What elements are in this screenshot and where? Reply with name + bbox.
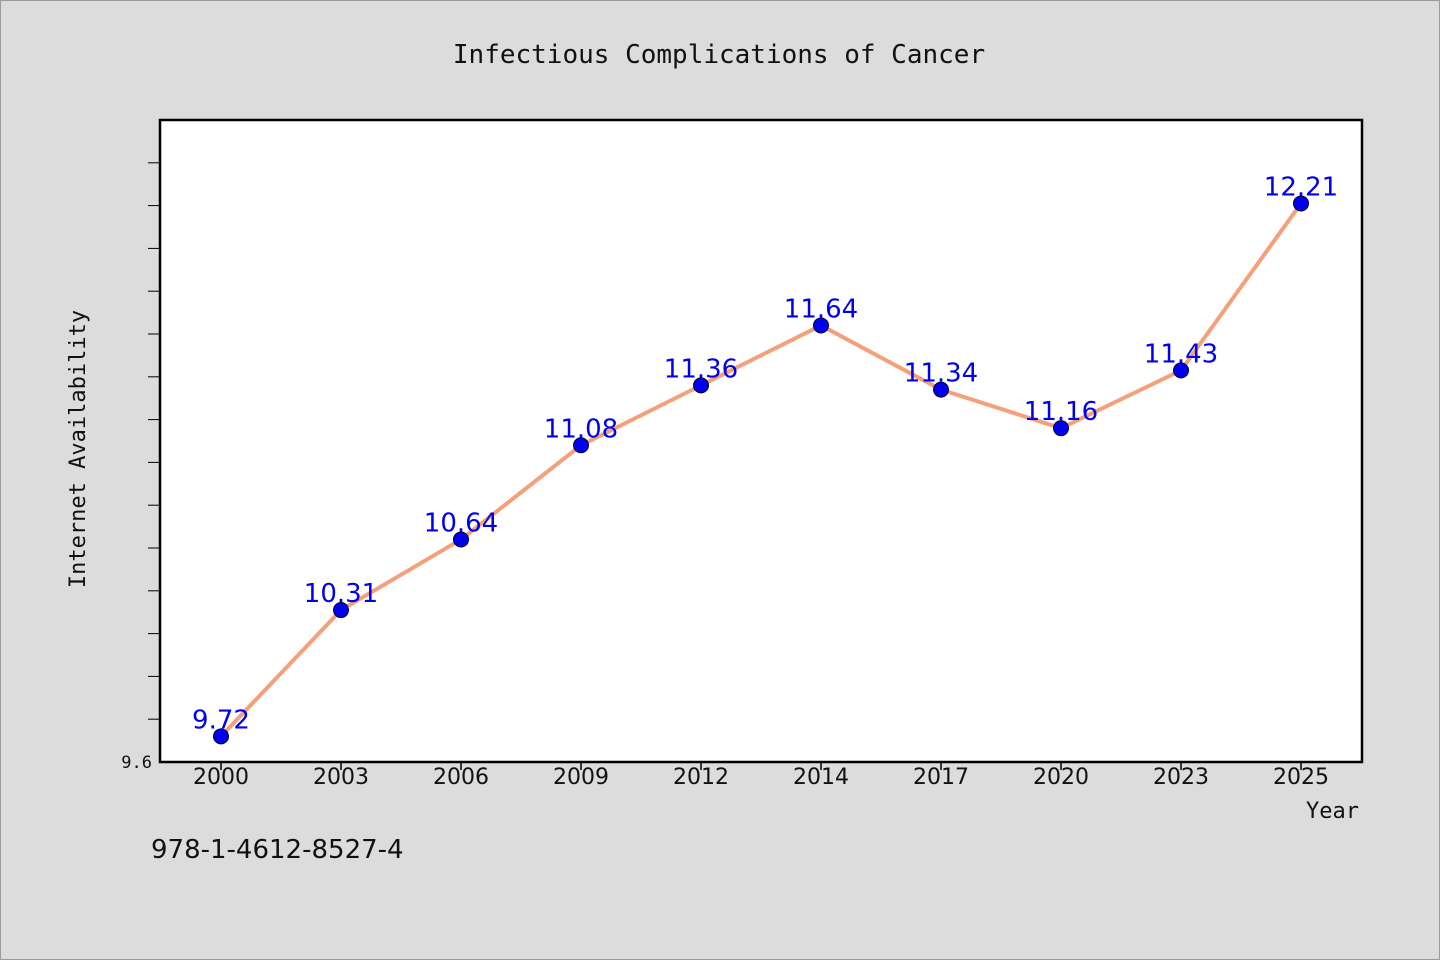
x-tick-label: 2023	[1153, 765, 1209, 790]
series-markers	[213, 195, 1309, 745]
data-label: 11.36	[664, 354, 738, 384]
x-tick-label: 2020	[1033, 765, 1089, 790]
data-point	[453, 531, 469, 548]
data-point	[1053, 420, 1069, 437]
y-axis-tick-labels: 9.6	[121, 753, 152, 773]
x-tick-label: 2014	[793, 765, 849, 790]
y-axis-label: Internet Availability	[66, 310, 91, 588]
y-axis-minor-ticks	[148, 162, 160, 720]
data-point	[333, 602, 349, 619]
plot-area	[158, 118, 1364, 764]
data-label: 10.64	[424, 508, 498, 538]
data-labels: 9.72 10.31 10.64 11.08 11.36 11.64 11.34 11.16 1…	[192, 172, 1338, 735]
isbn-footer: 978-1-4612-8527-4	[151, 835, 404, 865]
x-tick-label: 2000	[193, 765, 249, 790]
data-point	[693, 377, 709, 394]
data-label: 11.08	[544, 414, 618, 444]
data-label: 11.64	[784, 294, 858, 324]
x-tick-label: 2025	[1273, 765, 1329, 790]
data-label: 11.34	[904, 359, 978, 389]
data-label: 12.21	[1264, 172, 1338, 202]
x-tick-label: 2017	[913, 765, 969, 790]
y-tick-label: 9.6	[121, 753, 152, 773]
data-label: 11.16	[1024, 397, 1098, 427]
data-point	[573, 437, 589, 454]
x-axis-ticks	[220, 762, 1302, 770]
series-line	[219, 201, 1303, 739]
data-point	[813, 317, 829, 334]
data-point	[1293, 195, 1309, 212]
x-axis-tick-labels: 2000 2003 2006 2009 2012 2014 2017 2020 2023 2025	[193, 765, 1329, 790]
x-axis-label: Year	[1306, 799, 1359, 824]
chart-title: Infectious Complications of Cancer	[453, 40, 985, 70]
data-point	[213, 728, 229, 745]
x-tick-label: 2009	[553, 765, 609, 790]
data-point	[1173, 362, 1189, 379]
x-tick-label: 2006	[433, 765, 489, 790]
x-tick-label: 2012	[673, 765, 729, 790]
x-tick-label: 2003	[313, 765, 369, 790]
data-label: 9.72	[192, 705, 250, 735]
data-label: 10.31	[304, 579, 378, 609]
data-point	[933, 381, 949, 398]
data-label: 11.43	[1144, 339, 1218, 369]
